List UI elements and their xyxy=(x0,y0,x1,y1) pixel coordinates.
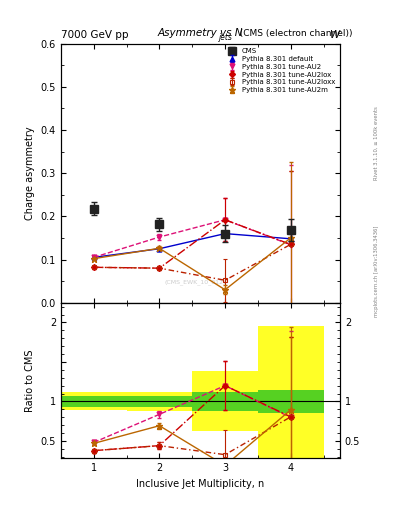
Text: 7000 GeV pp: 7000 GeV pp xyxy=(61,30,129,40)
Text: W: W xyxy=(330,30,340,40)
Text: Rivet 3.1.10, ≥ 100k events: Rivet 3.1.10, ≥ 100k events xyxy=(374,106,379,180)
Y-axis label: Charge asymmetry: Charge asymmetry xyxy=(25,126,35,220)
Y-axis label: Ratio to CMS: Ratio to CMS xyxy=(25,349,35,412)
Text: (CMS (electron channel)): (CMS (electron channel)) xyxy=(234,29,353,38)
Text: (CMS_EWK_10_012): (CMS_EWK_10_012) xyxy=(164,279,226,285)
Text: Asymmetry vs N: Asymmetry vs N xyxy=(158,28,243,38)
Legend: CMS, Pythia 8.301 default, Pythia 8.301 tune-AU2, Pythia 8.301 tune-AU2lox, Pyth: CMS, Pythia 8.301 default, Pythia 8.301 … xyxy=(223,47,336,94)
Text: mcplots.cern.ch [arXiv:1306.3436]: mcplots.cern.ch [arXiv:1306.3436] xyxy=(374,226,379,317)
X-axis label: Inclusive Jet Multiplicity, n: Inclusive Jet Multiplicity, n xyxy=(136,479,264,488)
Text: jets: jets xyxy=(219,33,232,42)
